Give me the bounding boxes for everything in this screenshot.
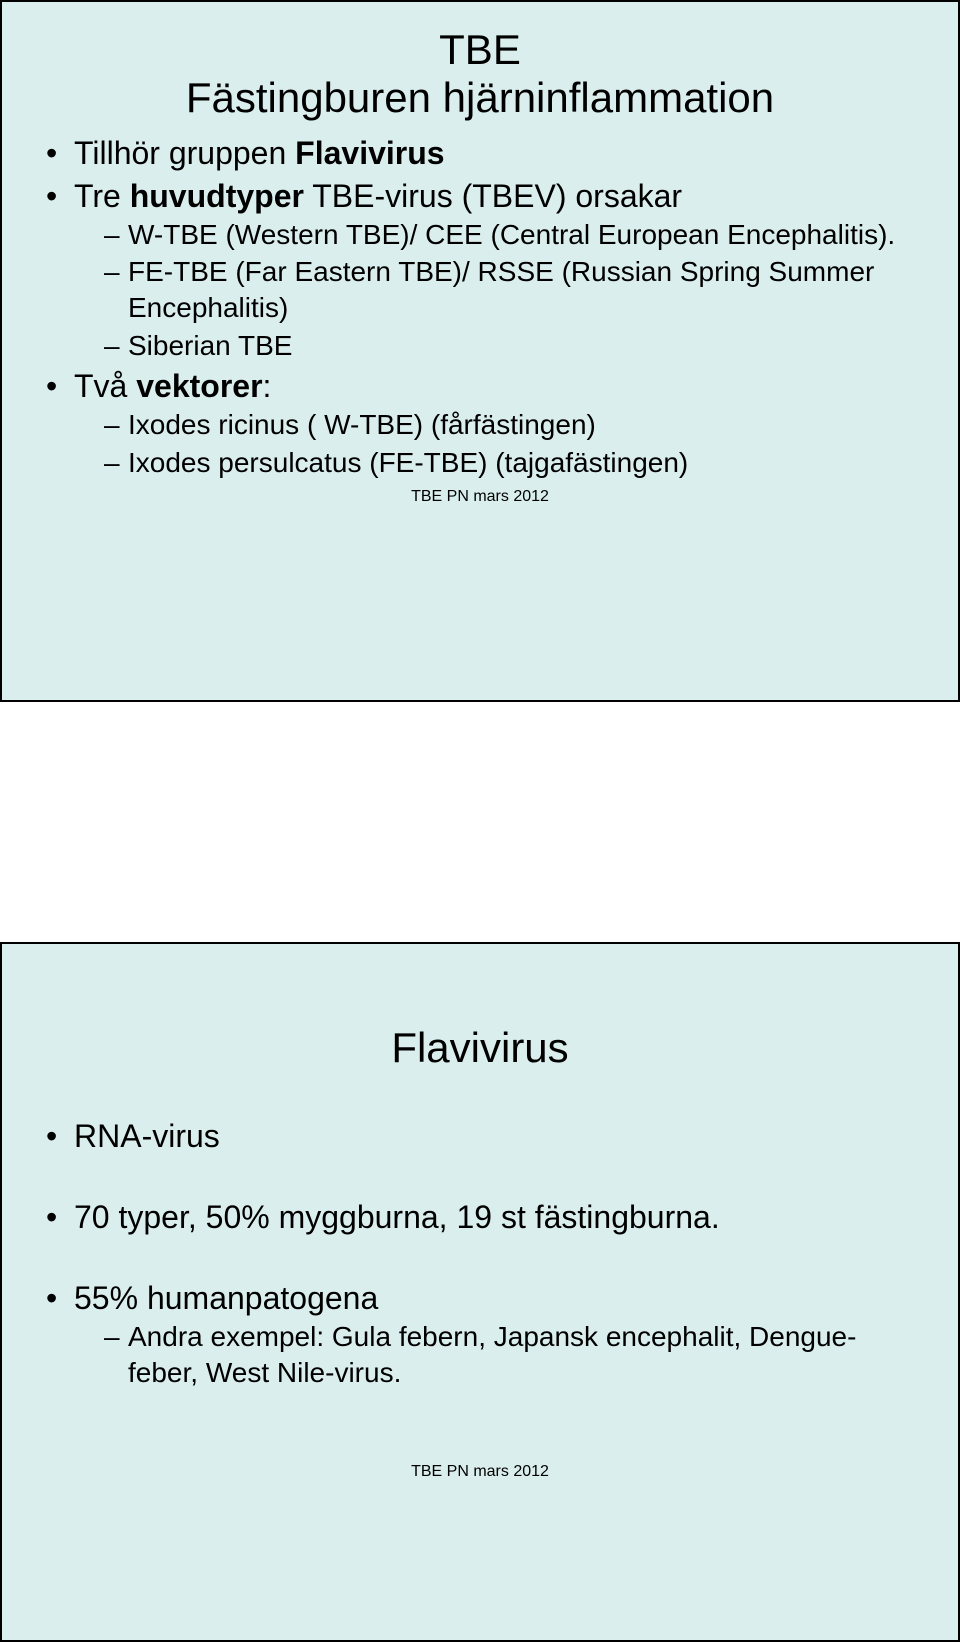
slide2-title: Flavivirus [38, 1024, 922, 1072]
list-item: Två vektorer: Ixodes ricinus ( W-TBE) (f… [46, 366, 922, 481]
list-item: RNA-virus [46, 1116, 922, 1157]
slide1-list: Tillhör gruppen Flavivirus Tre huvudtype… [38, 133, 922, 481]
text-bold: Flavivirus [295, 135, 444, 171]
slide1-title: TBE Fästingburen hjärninflammation [38, 26, 922, 123]
text: : [263, 368, 272, 404]
text: Tre [74, 178, 130, 214]
list-item: Ixodes persulcatus (FE-TBE) (tajgafästin… [104, 445, 922, 481]
slide1-footer: TBE PN mars 2012 [38, 488, 922, 506]
text: Två [74, 368, 136, 404]
text-bold: huvudtyper [130, 178, 304, 214]
slide1-sublist-1: W-TBE (Western TBE)/ CEE (Central Europe… [74, 217, 922, 364]
list-item: Tillhör gruppen Flavivirus [46, 133, 922, 174]
list-item: 70 typer, 50% myggburna, 19 st fästingbu… [46, 1197, 922, 1238]
list-item: Siberian TBE [104, 328, 922, 364]
slide2-footer: TBE PN mars 2012 [38, 1463, 922, 1481]
list-item: 55% humanpatogena Andra exempel: Gula fe… [46, 1278, 922, 1391]
slide-gap [0, 702, 960, 942]
slide1-sublist-2: Ixodes ricinus ( W-TBE) (fårfästingen) I… [74, 407, 922, 481]
text: Tillhör gruppen [74, 135, 295, 171]
list-item: Tre huvudtyper TBE-virus (TBEV) orsakar … [46, 176, 922, 364]
text: 55% humanpatogena [74, 1280, 378, 1316]
slide2-sublist: Andra exempel: Gula febern, Japansk ence… [74, 1319, 922, 1391]
text: TBE-virus (TBEV) orsakar [304, 178, 682, 214]
list-item: W-TBE (Western TBE)/ CEE (Central Europe… [104, 217, 922, 253]
title-line-2: Fästingburen hjärninflammation [186, 74, 774, 121]
text-bold: vektorer [136, 368, 262, 404]
title-line-1: TBE [439, 26, 521, 73]
slide-tbe: TBE Fästingburen hjärninflammation Tillh… [0, 0, 960, 702]
list-item: FE-TBE (Far Eastern TBE)/ RSSE (Russian … [104, 254, 922, 326]
list-item: Ixodes ricinus ( W-TBE) (fårfästingen) [104, 407, 922, 443]
list-item: Andra exempel: Gula febern, Japansk ence… [104, 1319, 922, 1391]
slide2-list: RNA-virus 70 typer, 50% myggburna, 19 st… [38, 1116, 922, 1391]
slide-flavivirus: Flavivirus RNA-virus 70 typer, 50% myggb… [0, 942, 960, 1642]
